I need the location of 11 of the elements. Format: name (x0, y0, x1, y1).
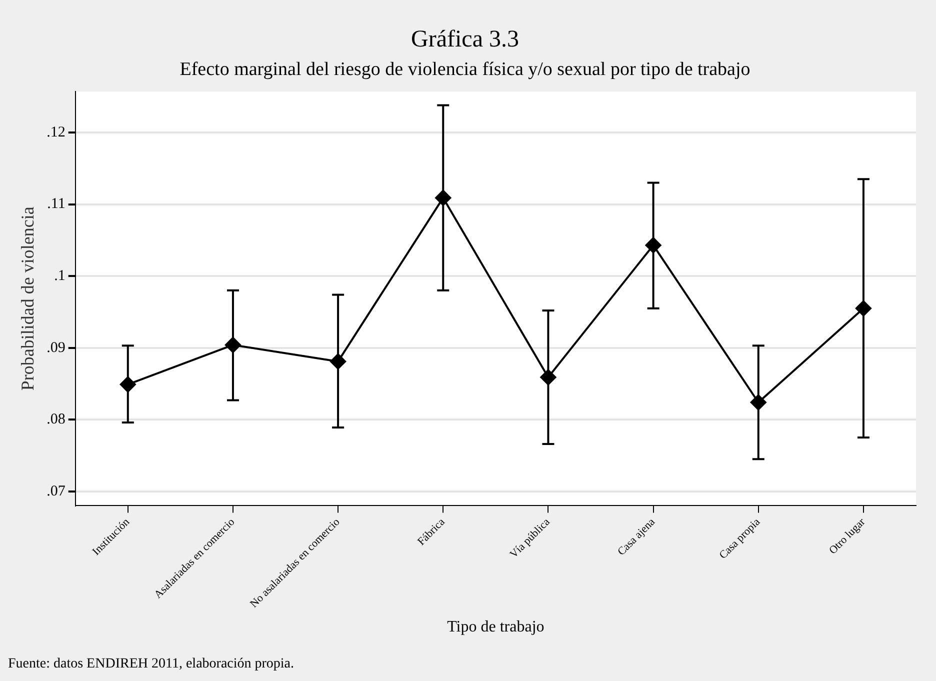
chart-subtitle: Efecto marginal del riesgo de violencia física y/o sexual por tipo de trabajo (180, 59, 750, 80)
y-tick-label: .08 (46, 412, 66, 428)
x-axis-title: Tipo de trabajo (447, 618, 544, 636)
source-note: Fuente: datos ENDIREH 2011, elaboración propia. (8, 656, 294, 672)
y-tick-label: .11 (47, 196, 66, 212)
y-tick-label: .12 (46, 124, 66, 140)
y-tick-label: .09 (46, 340, 66, 356)
y-tick-label: .07 (46, 483, 66, 500)
y-tick-label: .1 (54, 268, 66, 284)
y-axis-title: Probabilidad de violencia (18, 206, 38, 391)
chart-title: Gráfica 3.3 (411, 26, 519, 53)
